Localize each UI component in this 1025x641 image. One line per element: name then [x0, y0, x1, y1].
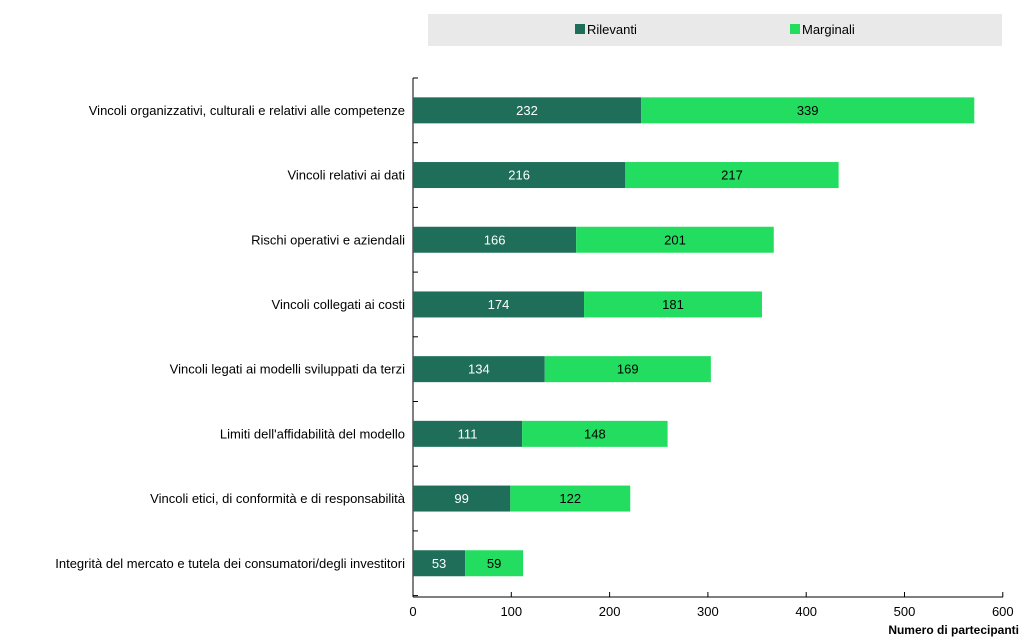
data-label-marginali: 339 [797, 103, 819, 118]
legend-label-rilevanti: Rilevanti [587, 22, 637, 37]
bar-rilevanti [413, 485, 511, 512]
x-tick-label: 500 [894, 604, 916, 619]
bar-marginali [641, 97, 975, 124]
category-label: Integrità del mercato e tutela dei consu… [55, 556, 405, 571]
data-label-marginali: 122 [559, 491, 581, 506]
data-label-marginali: 148 [584, 426, 606, 441]
data-label-rilevanti: 174 [488, 297, 510, 312]
category-label: Vincoli organizzativi, culturali e relat… [89, 103, 405, 118]
category-label: Vincoli relativi ai dati [287, 168, 405, 183]
x-tick-label: 400 [795, 604, 817, 619]
y-axis-ticks [413, 77, 418, 597]
bar-marginali [576, 226, 774, 253]
x-tick-label: 300 [697, 604, 719, 619]
bar-rilevanti [413, 291, 585, 318]
legend-background [428, 14, 1002, 46]
x-tick-label: 0 [409, 604, 416, 619]
category-labels: Vincoli organizzativi, culturali e relat… [55, 103, 406, 571]
bar-marginali [544, 356, 711, 383]
data-label-rilevanti: 99 [454, 491, 468, 506]
legend-swatch-marginali [790, 24, 800, 34]
legend: Rilevanti Marginali [575, 22, 855, 37]
data-label-marginali: 169 [617, 362, 639, 377]
bar-marginali [465, 550, 524, 577]
bar-marginali [510, 485, 631, 512]
data-label-marginali: 201 [664, 232, 686, 247]
data-label-marginali: 217 [721, 168, 743, 183]
bar-rilevanti [413, 550, 466, 577]
x-axis-ticks: 0 100 200 300 400 500 600 [409, 592, 1014, 619]
data-label-rilevanti: 216 [508, 168, 530, 183]
category-label: Vincoli collegati ai costi [272, 297, 406, 312]
category-label: Vincoli etici, di conformità e di respon… [150, 491, 406, 506]
bar-marginali [584, 291, 762, 318]
legend-swatch-rilevanti [575, 24, 585, 34]
data-label-marginali: 59 [487, 556, 501, 571]
bar-rilevanti [413, 162, 626, 189]
x-tick-label: 100 [500, 604, 522, 619]
bar-marginali [625, 162, 839, 189]
x-tick-label: 200 [599, 604, 621, 619]
bar-rilevanti [413, 356, 545, 383]
category-label: Rischi operativi e aziendali [251, 232, 405, 247]
bar-rilevanti [413, 420, 523, 447]
data-label-rilevanti: 134 [468, 362, 490, 377]
bar-rilevanti [413, 226, 577, 253]
category-label: Vincoli legati ai modelli sviluppati da … [170, 362, 405, 377]
data-label-rilevanti: 53 [432, 556, 446, 571]
bars: 232 339 216 217 166 201 174 181 134 169 111 148 99 12… [413, 97, 975, 577]
category-label: Limiti dell'affidabilità del modello [220, 426, 405, 441]
data-label-rilevanti: 111 [458, 426, 478, 441]
x-axis-title: Numero di partecipanti [888, 623, 1019, 637]
legend-label-marginali: Marginali [802, 22, 855, 37]
data-label-rilevanti: 232 [516, 103, 538, 118]
bar-marginali [522, 420, 668, 447]
x-tick-label: 600 [992, 604, 1014, 619]
data-label-marginali: 181 [662, 297, 684, 312]
data-label-rilevanti: 166 [484, 232, 506, 247]
bar-rilevanti [413, 97, 642, 124]
